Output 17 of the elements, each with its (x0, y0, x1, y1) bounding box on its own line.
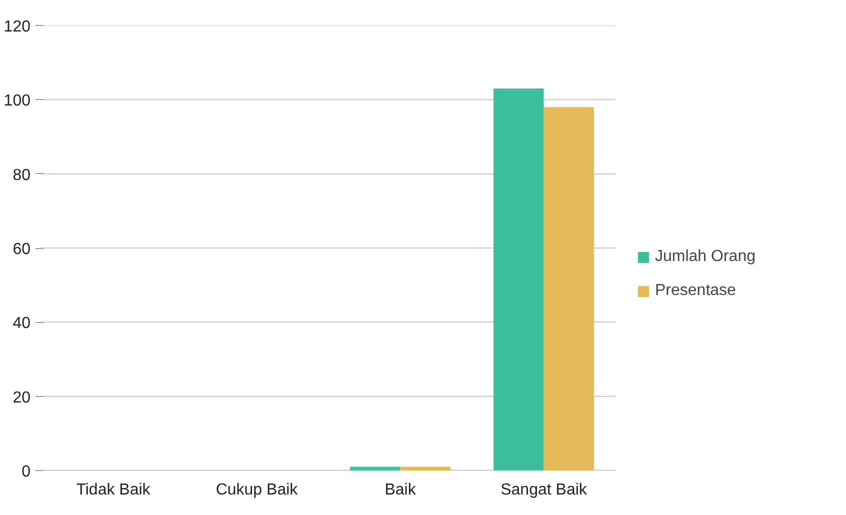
legend-label: Jumlah Orang (655, 248, 756, 266)
bar (544, 107, 594, 470)
y-tick-label: 100 (4, 92, 31, 110)
x-tick-label: Sangat Baik (500, 482, 588, 498)
bar (350, 466, 400, 470)
legend-label: Presentase (655, 282, 736, 300)
y-tick-label: 120 (4, 18, 31, 36)
x-tick-label: Tidak Baik (76, 482, 152, 498)
bar (400, 466, 450, 470)
y-tick-label: 20 (12, 389, 31, 406)
y-tick-label: 0 (22, 464, 31, 480)
x-tick-label: Cukup Baik (216, 482, 299, 498)
bar (494, 88, 544, 470)
y-tick-label: 40 (12, 315, 31, 332)
y-tick-label: 60 (12, 241, 31, 258)
x-tick-label: Baik (384, 482, 417, 498)
y-tick-label: 80 (12, 166, 31, 184)
